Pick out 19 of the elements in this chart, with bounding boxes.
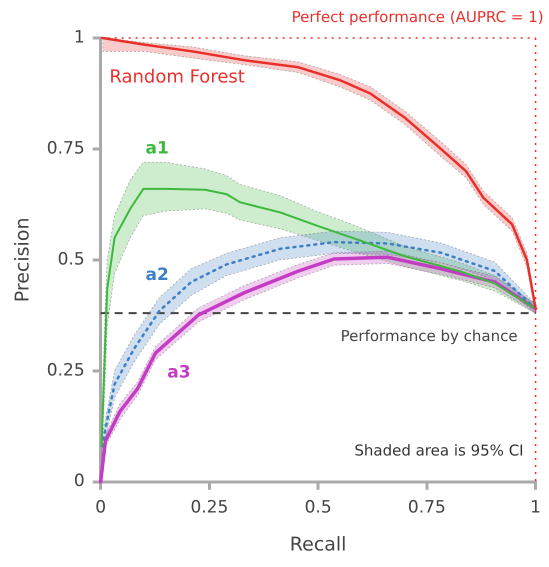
series-label: a2: [146, 264, 169, 285]
y-tick-label: 1: [74, 27, 85, 48]
x-axis-title: Recall: [290, 534, 346, 556]
x-tick-label: 0.75: [408, 497, 446, 518]
series-label: Random Forest: [109, 66, 245, 88]
x-tick-label: 0.25: [190, 497, 228, 518]
y-tick-label: 0.75: [46, 138, 85, 158]
ref-line-label: Performance by chance: [340, 327, 518, 346]
x-tick-label: 0: [95, 497, 106, 518]
y-axis-title: Precision: [11, 218, 34, 302]
series-label: a1: [146, 138, 169, 158]
x-tick-label: 1: [530, 497, 542, 518]
y-tick-label: 0.5: [58, 249, 85, 270]
ref-line-label: Perfect performance (AUPRC = 1): [292, 8, 544, 26]
series-label: a3: [167, 362, 191, 382]
annotation: Shaded area is 95% CI: [354, 442, 524, 460]
x-tick-label: 0.5: [304, 497, 332, 518]
y-tick-label: 0: [74, 471, 85, 492]
y-tick-label: 0.25: [46, 360, 85, 380]
